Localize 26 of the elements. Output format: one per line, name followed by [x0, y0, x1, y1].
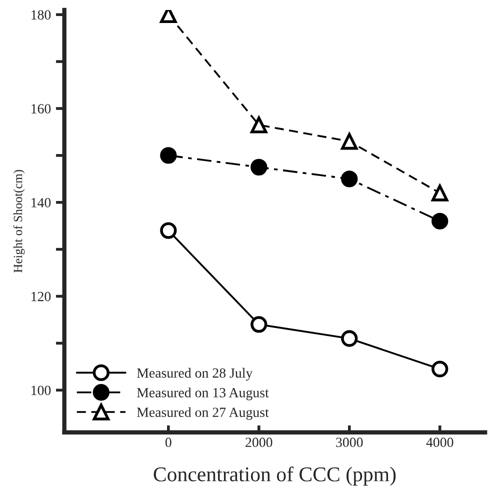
x-axis-title: Concentration of CCC (ppm) [154, 466, 396, 486]
point [432, 184, 448, 202]
x-tick-label: 2000 [246, 438, 272, 448]
y-axis-title: Height of Shoot(cm) [13, 170, 25, 273]
y-tick-label: 160 [32, 104, 51, 114]
point [341, 170, 358, 188]
point [250, 316, 268, 333]
legend-label: Measured on 27 August [136, 407, 269, 420]
point [160, 10, 177, 23]
point [160, 147, 177, 164]
y-tick-label: 120 [32, 292, 51, 302]
y-tick-label: 100 [32, 386, 51, 396]
point [160, 222, 177, 239]
legend-label: Measured on 13 August [136, 388, 269, 400]
x-tick-label: 3000 [336, 438, 363, 448]
point [250, 158, 268, 176]
point [341, 330, 358, 347]
point [432, 360, 448, 378]
point [341, 133, 358, 150]
x-tick-label: 0 [165, 438, 172, 448]
point [250, 116, 268, 134]
legend-label: Measured on 28 July [136, 368, 253, 381]
y-tick-label: 140 [32, 198, 51, 208]
point [432, 212, 448, 230]
y-tick-label: 180 [32, 10, 51, 20]
x-tick-label: 4000 [426, 438, 454, 448]
